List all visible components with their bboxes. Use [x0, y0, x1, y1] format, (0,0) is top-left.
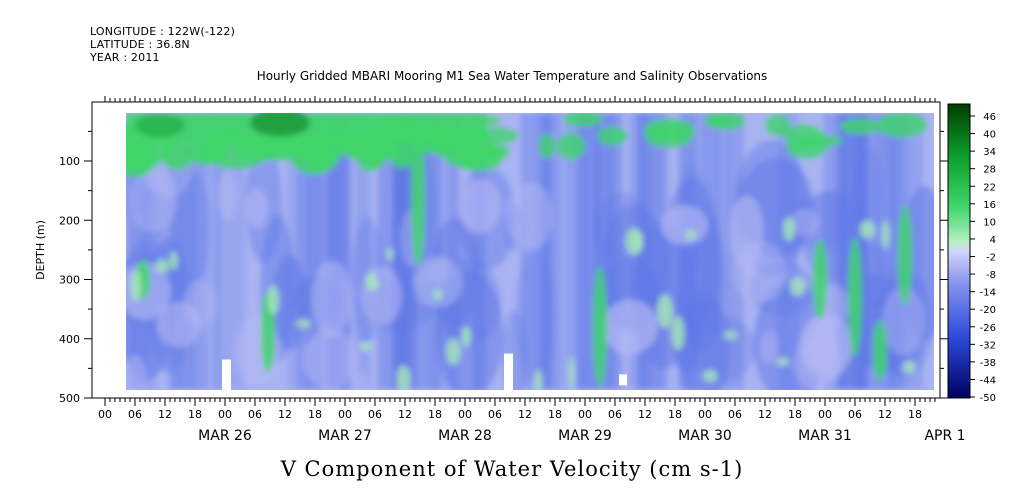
x-date-label: APR 1 — [924, 428, 965, 444]
x-date-label: MAR 31 — [798, 428, 852, 444]
x-hour-label: 12 — [278, 408, 292, 421]
y-tick-label: 300 — [59, 274, 80, 287]
x-date-label: MAR 29 — [558, 428, 612, 444]
colorbar-label: -44 — [980, 375, 996, 386]
x-hour-label: 06 — [248, 408, 262, 421]
x-date-label: MAR 26 — [198, 428, 252, 444]
heatmap-field — [126, 113, 934, 390]
x-hour-label: 06 — [848, 408, 862, 421]
x-date-label: MAR 27 — [318, 428, 372, 444]
year-label: YEAR : 2011 — [90, 51, 160, 64]
longitude-label: LONGITUDE : 122W(-122) — [90, 25, 236, 38]
x-hour-label: 06 — [368, 408, 382, 421]
colorbar-label: 28 — [983, 165, 996, 176]
colorbar-label: 10 — [983, 217, 996, 228]
x-hour-label: 00 — [98, 408, 112, 421]
x-hour-label: 12 — [878, 408, 892, 421]
colorbar-label: 34 — [983, 147, 996, 158]
x-hour-label: 18 — [188, 408, 202, 421]
x-hour-label: 06 — [608, 408, 622, 421]
colorbar-label: -38 — [980, 358, 996, 369]
x-hour-label: 00 — [338, 408, 352, 421]
colorbar-label: 46 — [983, 112, 996, 123]
x-hour-label: 06 — [128, 408, 142, 421]
x-axis-title: V Component of Water Velocity (cm s-1) — [280, 457, 744, 481]
y-tick-label: 200 — [59, 214, 80, 227]
x-date-label: MAR 28 — [438, 428, 492, 444]
colorbar-scale — [947, 103, 971, 399]
colorbar-label: -26 — [980, 323, 996, 334]
missing-data-gap — [222, 359, 231, 390]
x-hour-label: 00 — [218, 408, 232, 421]
x-hour-label: 18 — [908, 408, 922, 421]
colorbar-label: -20 — [980, 305, 996, 316]
x-hour-label: 00 — [458, 408, 472, 421]
colorbar-label: 16 — [983, 200, 996, 211]
x-date-label: MAR 30 — [678, 428, 732, 444]
x-hour-label: 12 — [158, 408, 172, 421]
x-hour-label: 00 — [818, 408, 832, 421]
x-hour-label: 18 — [788, 408, 802, 421]
colorbar-label: -2 — [986, 253, 996, 264]
x-hour-label: 18 — [308, 408, 322, 421]
x-hour-label: 12 — [638, 408, 652, 421]
missing-data-gap — [619, 374, 627, 386]
colorbar: 46 40 34 28 22 16 10 4 -2 -8 -14 -20 -26 -32 -38 -44 -50 — [947, 103, 996, 404]
y-tick-label: 400 — [59, 333, 80, 346]
x-hour-label: 12 — [758, 408, 772, 421]
y-tick-label: 100 — [59, 155, 80, 168]
colorbar-label: 22 — [983, 182, 996, 193]
colorbar-label: -8 — [986, 270, 996, 281]
x-hour-label: 12 — [398, 408, 412, 421]
colorbar-label: -32 — [980, 340, 996, 351]
x-hour-label: 18 — [548, 408, 562, 421]
colorbar-label: 4 — [990, 235, 996, 246]
x-hour-label: 18 — [668, 408, 682, 421]
x-hour-label: 18 — [428, 408, 442, 421]
latitude-label: LATITUDE : 36.8N — [90, 38, 190, 51]
y-axis-title: DEPTH (m) — [34, 220, 47, 280]
colorbar-label: -14 — [980, 288, 996, 299]
colorbar-label: -50 — [980, 393, 996, 404]
x-hour-label: 12 — [518, 408, 532, 421]
x-hour-label: 06 — [488, 408, 502, 421]
chart-title: Hourly Gridded MBARI Mooring M1 Sea Wate… — [257, 69, 768, 83]
missing-data-gap — [504, 353, 513, 390]
colorbar-label: 40 — [983, 130, 996, 141]
x-hour-label: 00 — [698, 408, 712, 421]
x-hour-label: 00 — [578, 408, 592, 421]
x-hour-label: 06 — [728, 408, 742, 421]
y-tick-label: 500 — [59, 392, 80, 405]
